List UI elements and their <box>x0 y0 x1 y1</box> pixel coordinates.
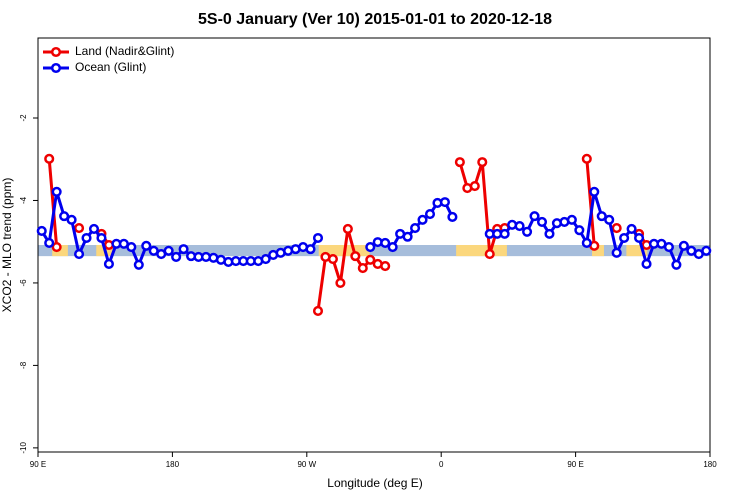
x-tick-label: 90 E <box>30 460 46 469</box>
data-point <box>439 197 450 208</box>
data-point <box>514 220 525 232</box>
data-point <box>701 245 712 256</box>
data-point <box>327 253 338 265</box>
data-point <box>260 253 271 265</box>
data-point <box>357 263 368 274</box>
series-line <box>47 158 648 312</box>
data-point <box>566 214 577 225</box>
data-point <box>529 211 540 222</box>
data-point <box>312 232 324 244</box>
legend-marker <box>50 46 62 58</box>
legend-label: Ocean (Glint) <box>75 60 146 74</box>
data-point <box>544 228 555 239</box>
chart-title: 5S-0 January (Ver 10) 2015-01-01 to 2020… <box>198 11 552 28</box>
data-point <box>305 244 316 255</box>
land-band-segment <box>592 245 604 257</box>
y-tick-label: -2 <box>19 114 28 122</box>
data-point <box>589 186 600 197</box>
data-point <box>59 211 70 222</box>
data-point <box>641 258 652 270</box>
data-point <box>96 232 107 244</box>
data-point <box>171 251 182 263</box>
data-point <box>604 214 615 225</box>
data-point <box>611 223 622 234</box>
data-point <box>454 157 465 168</box>
data-point <box>634 232 645 244</box>
data-point <box>51 242 62 253</box>
data-point <box>678 240 689 251</box>
data-point <box>66 214 77 225</box>
reference-band <box>38 245 710 257</box>
data-point <box>350 251 361 262</box>
data-point <box>469 180 480 192</box>
data-point <box>626 223 637 234</box>
plot-frame <box>37 37 711 453</box>
data-point <box>126 242 137 253</box>
data-point <box>663 242 674 253</box>
x-tick-label: 180 <box>703 460 717 469</box>
data-point <box>484 249 495 260</box>
data-point <box>81 232 92 244</box>
data-point <box>380 260 391 272</box>
x-axis-label: Longitude (deg E) <box>327 476 422 490</box>
data-point <box>178 244 189 255</box>
data-point <box>51 186 62 197</box>
data-point <box>163 245 174 256</box>
x-tick-label: 90 E <box>567 460 583 469</box>
data-point <box>74 249 85 260</box>
data-point <box>133 259 144 270</box>
data-point <box>619 232 630 244</box>
legend-marker <box>50 62 62 74</box>
data-point <box>342 223 353 234</box>
data-point <box>74 223 85 234</box>
data-point <box>88 223 100 234</box>
data-point <box>312 305 324 317</box>
x-tick-label: 90 W <box>297 460 316 469</box>
y-axis-label: XCO2 - MLO trend (ppm) <box>0 178 14 313</box>
data-point <box>536 216 548 227</box>
data-point <box>477 157 488 168</box>
data-point <box>44 153 55 164</box>
land-band-segment <box>456 245 507 257</box>
y-tick-label: -10 <box>19 442 28 454</box>
data-point <box>365 254 376 265</box>
y-tick-label: -6 <box>19 279 28 287</box>
data-point <box>335 277 346 288</box>
y-tick-label: -8 <box>19 361 28 369</box>
data-point <box>36 225 47 237</box>
y-tick-label: -4 <box>19 196 28 204</box>
data-point <box>522 226 533 237</box>
data-point <box>44 237 55 248</box>
legend-label: Land (Nadir&Glint) <box>75 44 174 58</box>
data-point <box>141 240 152 251</box>
data-point <box>103 258 114 270</box>
data-point <box>410 223 421 234</box>
data-point <box>671 259 682 270</box>
data-point <box>365 242 376 253</box>
data-point <box>417 214 428 225</box>
data-point <box>596 211 607 222</box>
land-band-segment <box>626 245 648 257</box>
data-point <box>581 237 592 248</box>
data-point <box>447 211 458 223</box>
data-point <box>380 237 391 248</box>
data-point <box>387 242 398 253</box>
data-point <box>499 228 510 239</box>
data-point <box>402 231 413 242</box>
data-point <box>574 225 585 236</box>
x-tick-label: 0 <box>439 460 444 469</box>
data-point <box>424 209 436 220</box>
data-point <box>611 247 622 258</box>
data-point <box>581 153 592 164</box>
x-tick-label: 180 <box>166 460 180 469</box>
